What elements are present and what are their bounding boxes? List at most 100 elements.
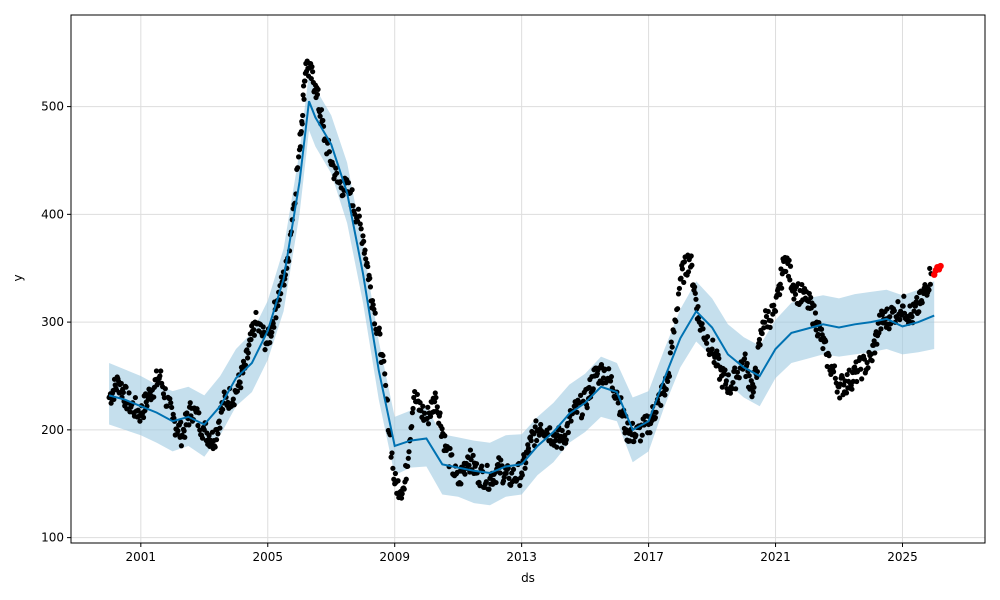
observed-point (369, 297, 376, 304)
observed-point (744, 360, 750, 367)
observed-point (844, 371, 850, 378)
observed-point (380, 352, 386, 359)
observed-point (248, 336, 254, 343)
observed-point (734, 369, 741, 375)
observed-point (865, 365, 871, 371)
observed-point (268, 333, 274, 339)
x-tick-label: 2005 (252, 550, 283, 564)
observed-point (361, 238, 367, 244)
observed-point (837, 395, 843, 401)
observed-point (253, 309, 259, 316)
observed-point (750, 389, 756, 395)
observed-point (411, 394, 417, 401)
observed-point (123, 384, 129, 390)
observed-point (590, 386, 596, 392)
observed-point (754, 368, 761, 375)
observed-point (362, 247, 368, 253)
observed-point (317, 113, 323, 119)
observed-point (662, 392, 668, 398)
observed-point (869, 358, 875, 364)
observed-point (832, 375, 838, 381)
y-tick-label: 300 (41, 315, 64, 329)
observed-point (493, 479, 499, 486)
observed-point (689, 262, 695, 268)
observed-point (811, 302, 817, 309)
observed-point (787, 263, 794, 269)
observed-point (363, 256, 369, 262)
observed-point (818, 326, 825, 332)
observed-point (878, 326, 884, 332)
observed-point (916, 309, 922, 315)
observed-point (470, 452, 476, 458)
observed-point (709, 346, 715, 352)
observed-point (547, 425, 553, 431)
observed-point (669, 344, 675, 350)
observed-point (270, 320, 276, 327)
observed-point (506, 475, 512, 481)
observed-point (886, 326, 892, 332)
observed-point (777, 292, 783, 298)
observed-point (367, 275, 373, 281)
observed-point (824, 363, 830, 370)
observed-point (216, 418, 222, 424)
observed-point (333, 165, 339, 171)
observed-point (269, 329, 275, 335)
observed-point (473, 461, 480, 467)
observed-point (246, 342, 252, 348)
observed-point (382, 371, 388, 377)
observed-point (295, 165, 301, 171)
observed-point (221, 389, 227, 395)
observed-point (631, 438, 637, 445)
observed-point (299, 121, 305, 127)
observed-point (314, 91, 321, 98)
observed-point (777, 281, 783, 287)
observed-point (901, 293, 907, 299)
observed-point (759, 330, 765, 337)
observed-point (823, 338, 829, 344)
observed-point (151, 394, 157, 400)
observed-point (767, 324, 773, 330)
observed-point (678, 275, 684, 281)
observed-point (230, 396, 236, 402)
observed-point (197, 427, 203, 433)
observed-point (500, 478, 507, 484)
x-tick-label: 2013 (506, 550, 537, 564)
observed-point (178, 419, 184, 425)
observed-point (118, 380, 124, 387)
observed-point (757, 342, 763, 348)
observed-point (806, 290, 812, 297)
observed-point (181, 428, 187, 434)
observed-point (168, 400, 174, 406)
observed-point (768, 318, 774, 324)
observed-point (615, 400, 621, 406)
observed-point (251, 327, 257, 333)
observed-point (704, 340, 710, 346)
observed-point (358, 226, 364, 232)
observed-point (437, 410, 443, 416)
observed-point (308, 75, 314, 82)
observed-point (388, 454, 394, 460)
observed-point (182, 434, 188, 440)
observed-point (692, 284, 698, 290)
observed-point (169, 404, 175, 411)
observed-point (433, 394, 439, 401)
observed-point (897, 317, 903, 323)
observed-point (927, 265, 933, 272)
observed-point (355, 206, 362, 212)
observed-point (891, 308, 897, 314)
observed-point (405, 463, 411, 469)
observed-point (337, 179, 343, 185)
observed-point (607, 378, 614, 384)
observed-point (271, 324, 277, 330)
observed-point (196, 410, 202, 416)
observed-point (787, 277, 793, 283)
observed-point (262, 347, 268, 353)
observed-point (432, 399, 438, 405)
observed-point (417, 400, 423, 406)
observed-point (716, 355, 722, 362)
observed-point (401, 486, 407, 492)
observed-point (162, 386, 168, 392)
observed-point (834, 389, 840, 395)
observed-point (927, 281, 933, 287)
observed-point (244, 355, 251, 361)
